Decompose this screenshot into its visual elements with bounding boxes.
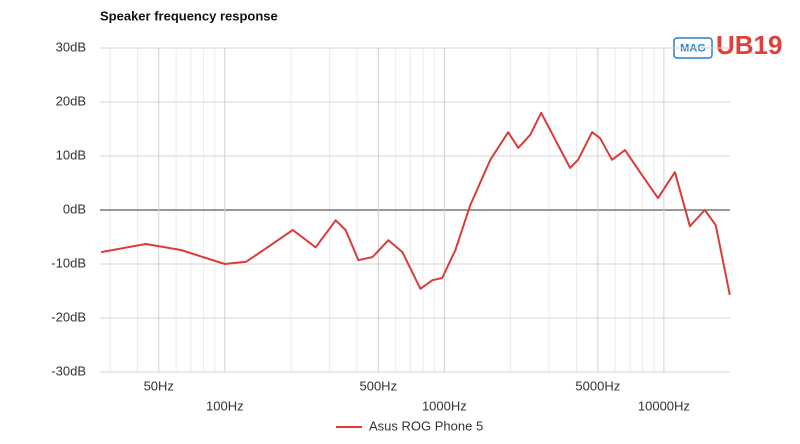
y-tick-label: 10dB	[56, 147, 86, 162]
logo-text: UB19	[716, 30, 782, 60]
series-line	[100, 111, 731, 295]
y-tick-label: 30dB	[56, 39, 86, 54]
logo: MAG UB19	[673, 30, 782, 60]
x-tick-label: 1000Hz	[422, 398, 467, 413]
y-tick-label: -30dB	[51, 363, 86, 378]
x-tick-label: 500Hz	[359, 378, 397, 393]
x-tick-label: 10000Hz	[638, 398, 690, 413]
grid	[100, 47, 730, 373]
y-tick-label: 0dB	[63, 201, 86, 216]
y-tick-label: -10dB	[51, 255, 86, 270]
legend-label: Asus ROG Phone 5	[369, 418, 483, 433]
y-tick-label: 20dB	[56, 93, 86, 108]
x-tick-label: 5000Hz	[575, 378, 620, 393]
x-tick-label: 50Hz	[144, 378, 174, 393]
y-tick-label: -20dB	[51, 309, 86, 324]
x-tick-label: 100Hz	[206, 398, 244, 413]
chart-title: Speaker frequency response	[100, 8, 278, 23]
